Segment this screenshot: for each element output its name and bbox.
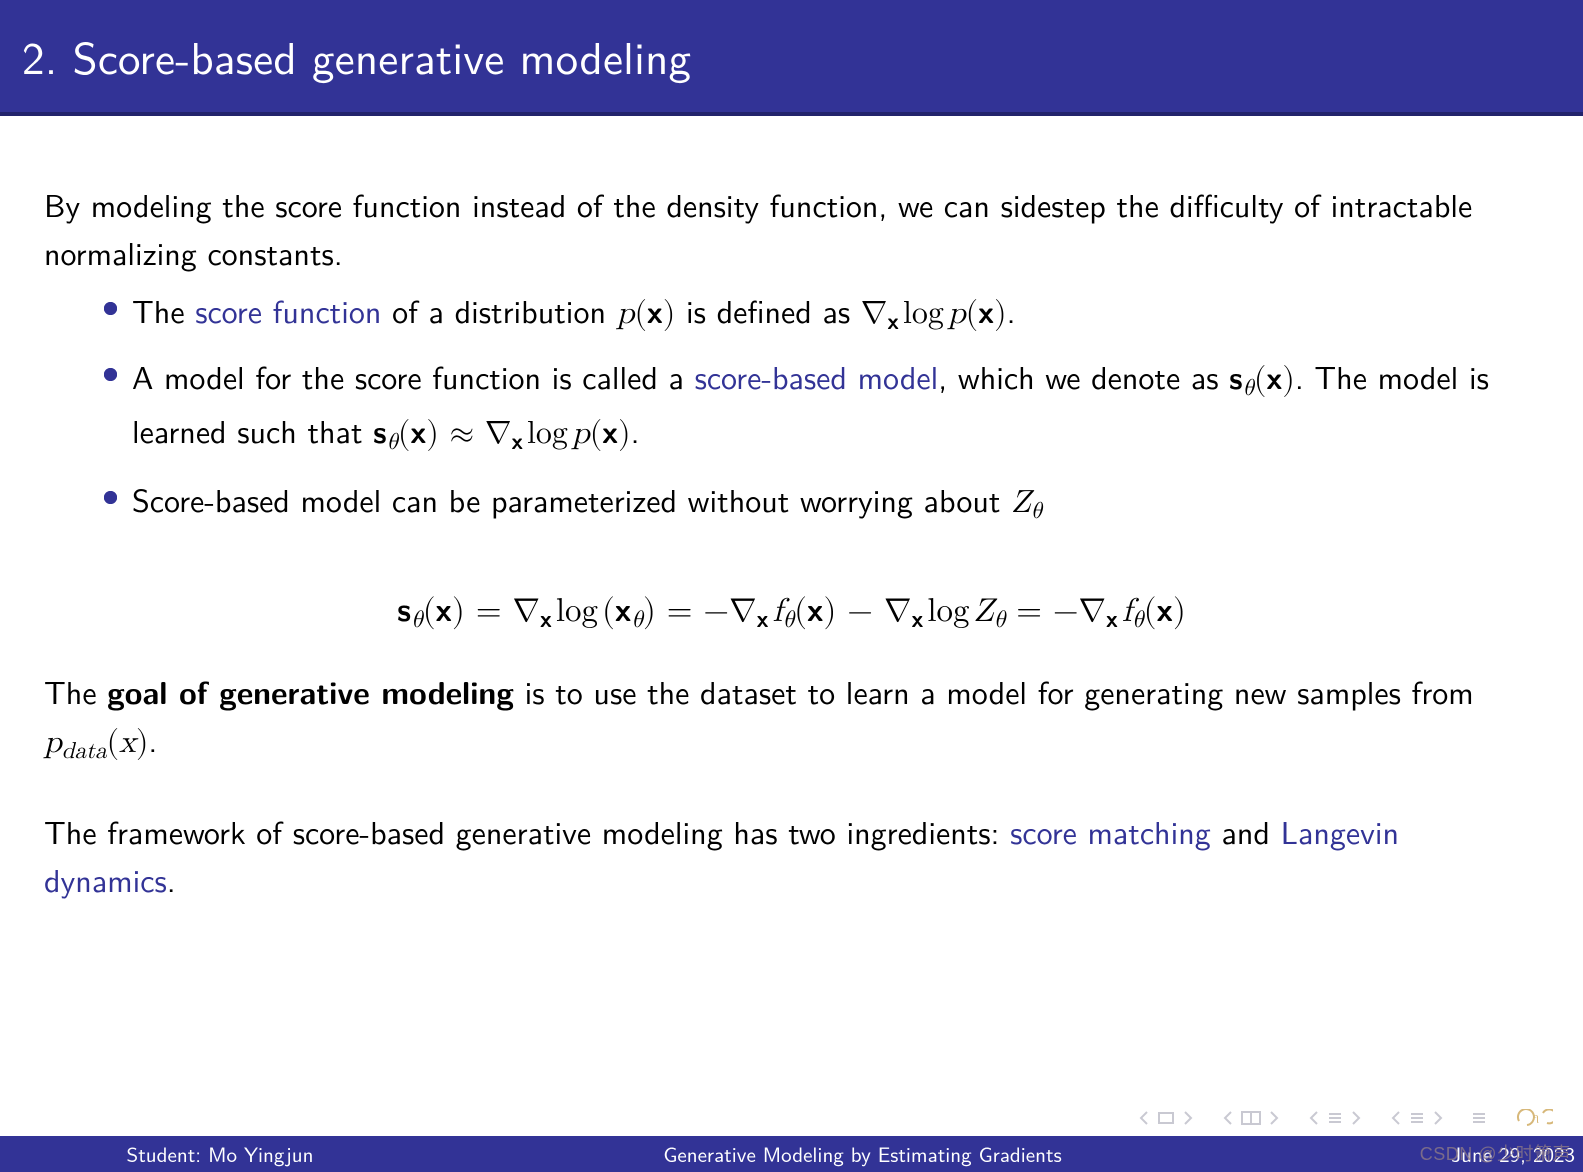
text: is defined as bbox=[675, 286, 860, 333]
math-approx: sθ(x) ≈ ∇xlogp(x) bbox=[373, 406, 630, 453]
text: , which we denote as bbox=[938, 352, 1229, 399]
bullet-item: Score-based model can be parameterized w… bbox=[104, 475, 1539, 543]
text: is to use the dataset to learn a model f… bbox=[514, 667, 1474, 714]
math-pdata: pdata(x) bbox=[44, 715, 148, 762]
nav-row: ૧ bbox=[0, 1100, 1583, 1136]
text: The bbox=[132, 286, 195, 333]
nav-prev-icon[interactable] bbox=[1221, 1110, 1281, 1126]
bullet-item: The score function of a distribution p(x… bbox=[104, 286, 1539, 352]
text: The framework of score-based generative … bbox=[44, 807, 1010, 854]
slide-header: 2. Score-based generative modeling bbox=[0, 0, 1583, 116]
bullet-list: The score function of a distribution p(x… bbox=[44, 286, 1539, 543]
term-score-function: score function bbox=[195, 286, 381, 333]
slide-title: 2. Score-based generative modeling bbox=[22, 22, 1561, 88]
nav-next-section-icon[interactable] bbox=[1389, 1110, 1445, 1126]
slide-footer: ૧ Student: Mo Yingjun Generative Modelin… bbox=[0, 1100, 1583, 1172]
text: The bbox=[44, 667, 107, 714]
math-ztheta: Zθ bbox=[1011, 475, 1042, 522]
math-px: p(x) bbox=[617, 286, 676, 333]
text: of a distribution bbox=[381, 286, 616, 333]
text: A model for the score function is called… bbox=[132, 352, 695, 399]
term-score-based-model: score-based model bbox=[695, 352, 939, 399]
nav-undo-icon[interactable]: ૧ bbox=[1513, 1109, 1553, 1127]
text: . bbox=[167, 855, 176, 902]
svg-text:૧: ૧ bbox=[1533, 1111, 1539, 1126]
footer-band: Student: Mo Yingjun Generative Modeling … bbox=[0, 1136, 1583, 1172]
nav-prev-section-icon[interactable] bbox=[1307, 1110, 1363, 1126]
text: and bbox=[1211, 807, 1281, 854]
watermark: CSDN @少时箫声 bbox=[1420, 1140, 1571, 1166]
text: . bbox=[1007, 286, 1016, 333]
framework-paragraph: The framework of score-based generative … bbox=[44, 807, 1539, 903]
footer-title: Generative Modeling by Estimating Gradie… bbox=[440, 1139, 1285, 1169]
math-gradlogpx: ∇xlogp(x) bbox=[861, 286, 1007, 333]
goal-paragraph: The goal of generative modeling is to us… bbox=[44, 667, 1539, 769]
intro-paragraph: By modeling the score function instead o… bbox=[44, 180, 1539, 276]
math-stheta: sθ(x) bbox=[1229, 352, 1295, 399]
slide: 2. Score-based generative modeling By mo… bbox=[0, 0, 1583, 1172]
text: . bbox=[148, 715, 157, 762]
nav-outline-icon[interactable] bbox=[1471, 1111, 1487, 1125]
display-equation: sθ(x) = ∇xlog(xθ) = −∇xfθ(x) − ∇xlogZθ =… bbox=[44, 561, 1539, 667]
slide-body: By modeling the score function instead o… bbox=[0, 116, 1583, 903]
nav-first-icon[interactable] bbox=[1137, 1110, 1195, 1126]
text: . bbox=[631, 406, 640, 453]
term-score-matching: score matching bbox=[1010, 807, 1211, 854]
bullet-item: A model for the score function is called… bbox=[104, 352, 1539, 475]
text: Score-based model can be parameterized w… bbox=[132, 475, 1011, 522]
term-goal: goal of generative modeling bbox=[107, 668, 514, 714]
footer-author: Student: Mo Yingjun bbox=[0, 1139, 440, 1169]
